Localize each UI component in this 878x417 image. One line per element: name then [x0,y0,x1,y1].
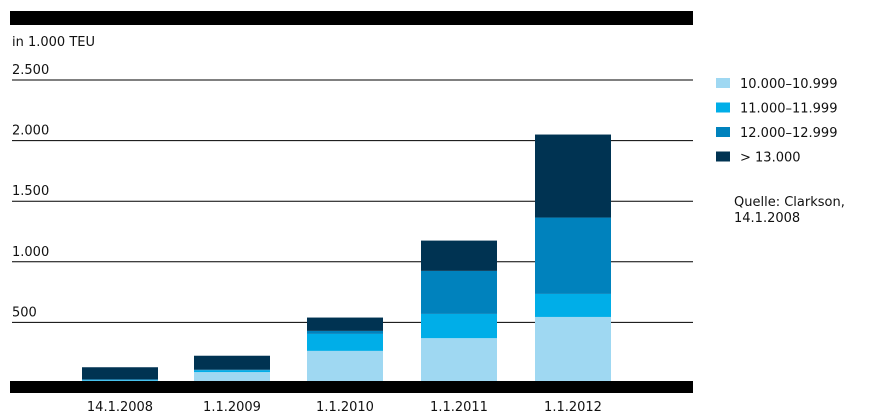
y-tick-label: 1.500 [12,184,49,199]
bar-segment [421,313,497,339]
x-tick-label: 1.1.2011 [430,400,488,415]
y-tick-label: 1.000 [12,245,49,260]
x-tick-label: 14.1.2008 [87,400,153,415]
bar-segment [82,379,158,380]
legend-label: 12.000–12.999 [740,126,837,141]
bar-segment [421,270,497,314]
source-note: Quelle: Clarkson, 14.1.2008 [734,195,845,226]
y-tick-label: 2.000 [12,124,49,139]
bar-segment [307,330,383,334]
bar-segment [194,355,270,370]
x-tick-label: 1.1.2009 [203,400,261,415]
legend-label: 10.000–10.999 [740,77,837,92]
y-tick-label: 2.500 [12,63,49,78]
legend-label: 11.000–11.999 [740,102,837,117]
bar-segment [421,240,497,271]
legend-label: > 13.000 [740,151,801,166]
bar-segment [194,372,270,383]
bar-segment [194,370,270,373]
bar-segment [307,350,383,383]
y-axis-label: in 1.000 TEU [12,35,95,50]
bar-segment [535,217,611,294]
header-bar [10,11,693,25]
bar-segment [307,317,383,331]
legend-swatch [716,127,730,137]
bar-segment [194,369,270,371]
x-axis-bar [10,381,693,393]
legend-swatch [716,151,730,162]
bar-segment [82,379,158,381]
bar-segment [307,333,383,351]
bar-segment [535,134,611,218]
x-tick-label: 1.1.2010 [316,400,374,415]
bar-segment [535,293,611,317]
bar-segment [535,316,611,383]
bar-segment [82,367,158,380]
y-tick-label: 500 [12,305,37,320]
legend-swatch [716,102,730,113]
x-tick-label: 1.1.2012 [544,400,602,415]
bar-segment [421,338,497,383]
legend-swatch [716,78,730,88]
